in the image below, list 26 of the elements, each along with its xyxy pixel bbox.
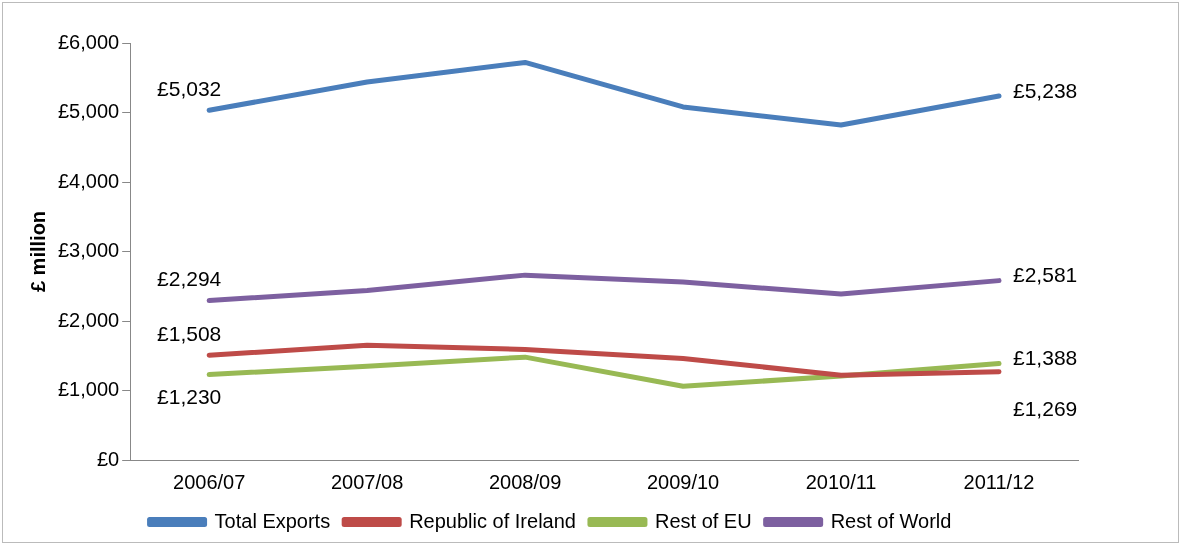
legend-label: Republic of Ireland (409, 509, 576, 532)
x-tick-label: 2011/12 (963, 470, 1035, 493)
data-label: £2,294 (157, 267, 222, 291)
y-tick-label: £4,000 (58, 169, 120, 192)
y-tick-label: £0 (96, 447, 120, 470)
x-tick-label: 2008/09 (488, 470, 562, 493)
data-label: £5,032 (157, 77, 222, 101)
y-tick-label: £5,000 (58, 100, 120, 123)
data-label: £1,269 (1013, 396, 1078, 420)
legend-label: Rest of EU (654, 509, 752, 532)
y-tick-label: £6,000 (58, 30, 120, 53)
x-tick-label: 2010/11 (805, 470, 877, 493)
data-label: £1,230 (157, 385, 222, 409)
legend-label: Rest of World (830, 509, 952, 532)
y-tick-label: £2,000 (58, 308, 120, 331)
x-tick-label: 2007/08 (330, 470, 404, 493)
data-label: £1,388 (1013, 346, 1078, 370)
x-tick-label: 2009/10 (646, 470, 720, 493)
data-label: £1,508 (157, 321, 222, 345)
y-tick-label: £1,000 (58, 378, 120, 401)
x-tick-label: 2006/07 (173, 470, 246, 493)
y-axis-title: £ million (26, 210, 49, 293)
legend-label: Total Exports (214, 509, 331, 532)
data-label: £5,238 (1013, 78, 1078, 102)
data-label: £2,581 (1013, 263, 1078, 287)
y-tick-label: £3,000 (58, 239, 120, 262)
